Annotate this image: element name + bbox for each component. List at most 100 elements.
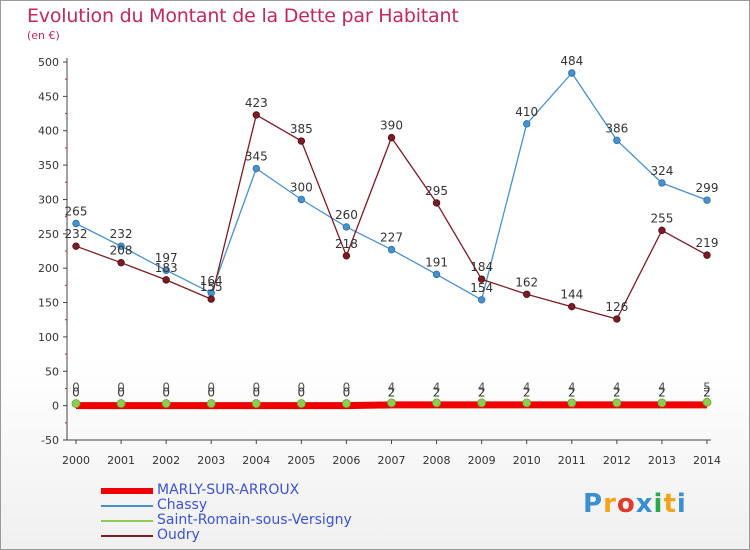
data-point [342,252,351,260]
data-point [613,315,621,323]
data-label: 2 [523,386,531,400]
logo-letter: r [603,489,617,519]
data-label: 0 [252,386,260,400]
data-label: 183 [155,261,178,275]
data-label: 2 [433,386,441,400]
data-point [252,111,260,119]
data-point [72,219,80,228]
data-label: 386 [605,121,628,135]
logo-letter: P [583,489,604,519]
data-label: 219 [696,236,719,250]
data-label: 164 [200,274,223,288]
logo-letter: t [663,489,677,519]
x-tick-label: 2000 [62,454,90,467]
data-label: 218 [335,237,358,251]
data-point [477,296,486,304]
data-label: 2 [703,386,711,400]
chart-title: Evolution du Montant de la Dette par Hab… [27,5,459,27]
x-tick-label: 2001 [107,454,135,467]
data-label: 324 [650,164,673,178]
x-tick-label: 2004 [242,454,270,467]
data-point [612,398,622,408]
legend-label-oudry: Oudry [157,527,200,543]
data-label: 0 [162,386,170,400]
x-tick-label: 2002 [152,454,180,467]
data-point [702,397,712,407]
data-point [477,275,486,283]
data-point [387,398,396,408]
data-point [342,223,351,231]
y-tick-label: 0 [52,400,59,413]
data-point [523,120,531,128]
data-label: 423 [245,96,268,110]
data-point [117,258,125,267]
data-point [703,196,711,204]
data-label: 2 [568,386,576,400]
legend-label-saint-romain: Saint-Romain-sous-Versigny [157,512,352,528]
data-point [116,399,126,408]
x-tick-label: 2005 [287,454,315,467]
data-label: 197 [155,251,178,265]
data-point [703,251,711,259]
data-point [432,199,441,207]
x-tick-label: 2006 [332,454,360,467]
logo-letter: x [635,489,654,519]
data-point [568,302,576,311]
data-label: 232 [110,227,133,241]
data-point [477,398,487,408]
data-point [658,226,666,235]
data-point [567,398,577,408]
data-label: 345 [245,150,268,164]
y-tick-label: 350 [38,159,59,172]
data-point [613,136,621,145]
data-label: 4 [568,381,576,395]
data-label: 208 [110,244,133,258]
data-label: 126 [605,300,628,314]
y-tick-label: 250 [38,228,59,241]
proxiti-logo: Proxiti [583,489,687,519]
series-line-oudry [75,114,708,320]
y-tick-label: 100 [38,331,59,344]
y-tick-label: 150 [38,297,59,310]
data-label: 260 [335,208,358,222]
x-tick-label: 2003 [197,454,225,467]
data-label: 2 [388,386,396,400]
data-label: 0 [252,381,260,395]
data-point [72,242,80,250]
data-label: 0 [207,386,215,400]
x-tick-label: 2014 [693,454,721,467]
y-tick-label: 500 [38,56,59,69]
x-tick-label: 2010 [513,454,541,467]
data-point [297,195,306,204]
data-point [432,398,441,408]
data-point [297,137,306,145]
data-point [657,398,667,408]
data-label: 265 [65,205,88,219]
data-label: 184 [470,260,493,274]
data-label: 4 [523,381,531,395]
data-point [568,69,576,77]
x-tick-label: 2013 [648,454,676,467]
y-tick-label: 400 [38,125,59,138]
legend-swatch-oudry [101,535,153,537]
data-label: 4 [388,381,396,395]
data-label: 154 [470,281,493,295]
data-point [162,266,170,274]
data-point [342,399,351,408]
data-point [207,295,215,303]
data-point [162,276,170,284]
data-label: 0 [117,386,125,400]
x-tick-label: 2008 [423,454,451,467]
data-label: 0 [298,386,306,400]
data-label: 4 [658,381,666,395]
data-label: 0 [343,381,351,395]
data-label: 0 [162,381,170,395]
data-point [522,398,532,408]
y-tick-label: 450 [38,90,59,103]
data-label: 0 [343,386,351,400]
data-label: 385 [290,122,313,136]
data-label: 299 [696,181,719,195]
data-label: 295 [425,184,448,198]
data-point [206,399,216,408]
